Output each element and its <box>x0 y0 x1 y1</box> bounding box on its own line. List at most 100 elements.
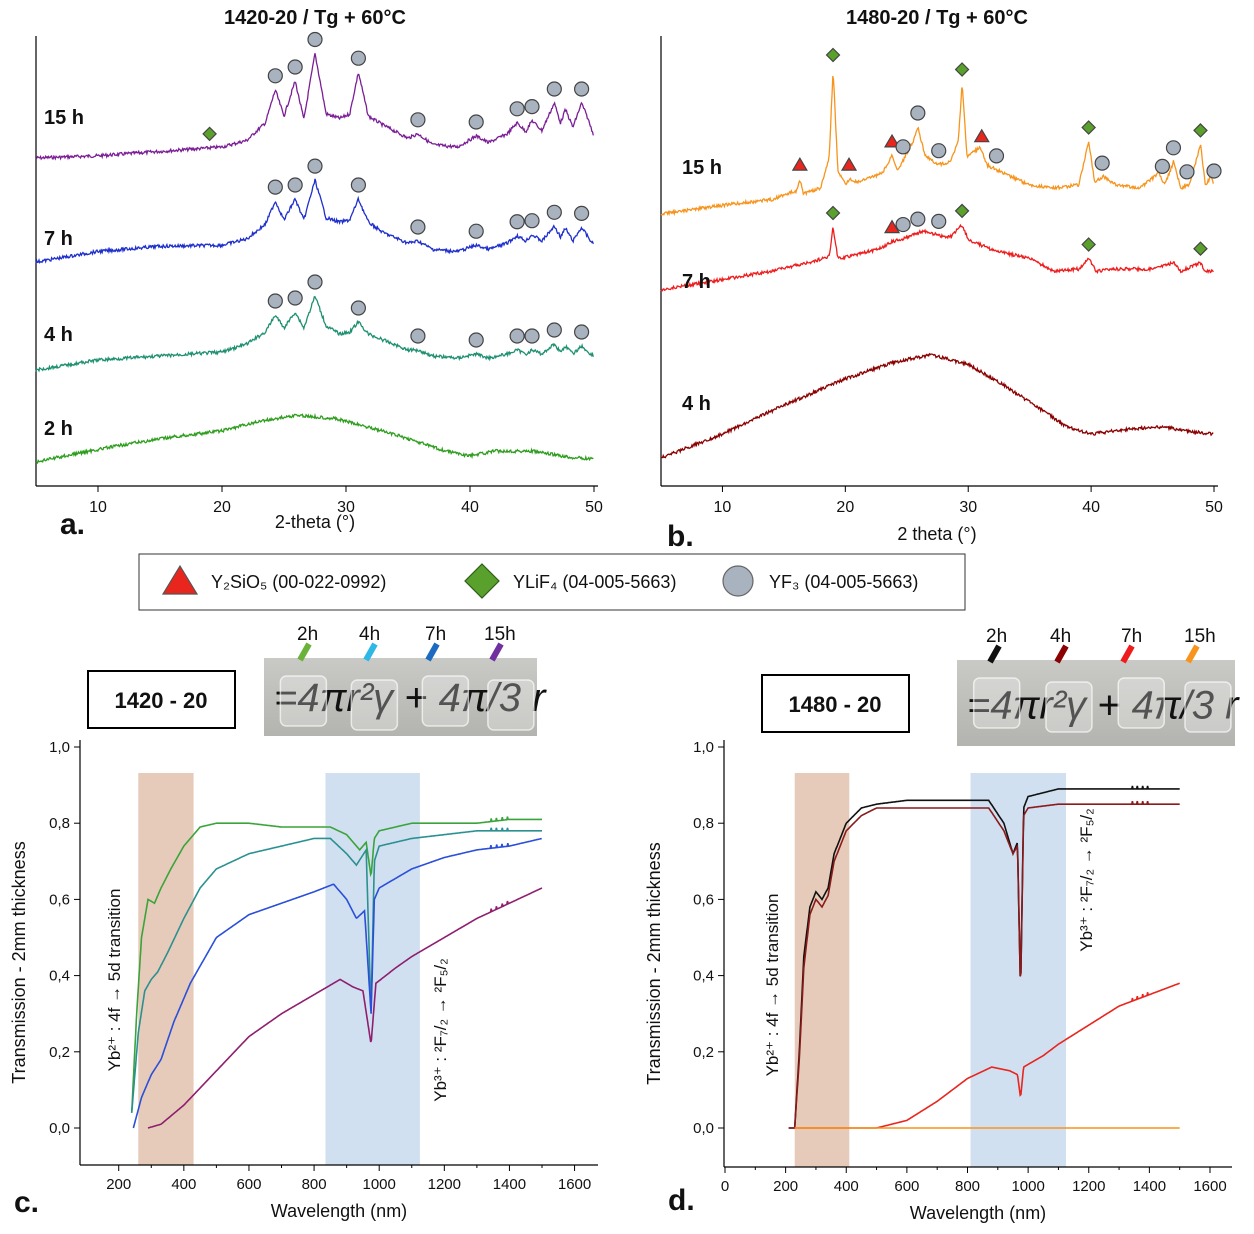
yf3-marker <box>910 211 926 227</box>
x-tick-label: 1200 <box>428 1176 461 1193</box>
glass-piece <box>1184 681 1232 733</box>
x-tick-label: 1600 <box>558 1176 591 1193</box>
yf3-marker <box>546 81 562 97</box>
yf3-marker <box>287 177 303 193</box>
y2sio5-marker <box>883 219 901 234</box>
x-tick-label: 600 <box>894 1178 919 1195</box>
y-tick-label: 0,2 <box>49 1044 70 1061</box>
yf3-marker <box>468 114 484 130</box>
sample-label-2h: 2h <box>986 626 1007 647</box>
x-tick-label: 50 <box>1205 499 1223 516</box>
yliF4-marker <box>825 205 841 221</box>
x-tick-label: 10 <box>89 499 107 516</box>
band-uv <box>138 773 194 1165</box>
panel-b-series: 15 h 7 h 4 h <box>660 75 1214 459</box>
panel-c-label: c. <box>14 1186 39 1219</box>
transmission-series-4h <box>130 827 542 1113</box>
x-tick-label: 1000 <box>1011 1178 1044 1195</box>
photo-equation: =4πr²γ + 4π/3 r <box>274 676 547 720</box>
x-tick-label: 200 <box>106 1176 131 1193</box>
x-tick-label: 1600 <box>1193 1178 1226 1195</box>
x-tick-label: 40 <box>1082 499 1100 516</box>
xrd-series-15h <box>35 53 594 161</box>
panel-a-series: 15 h 7 h 4 h 2 h <box>35 53 594 465</box>
x-tick-label: 400 <box>834 1178 859 1195</box>
yf3-marker <box>267 68 283 84</box>
yf3-marker <box>307 274 323 290</box>
yf3-marker <box>573 205 590 221</box>
yf3-marker <box>524 328 540 344</box>
panel-b-x-ticks: 10 20 30 40 50 <box>714 486 1223 516</box>
yf3-marker <box>895 139 911 155</box>
yf3-marker <box>468 332 484 348</box>
y-tick-label: 0,8 <box>49 815 70 832</box>
x-tick-label: 20 <box>836 499 854 516</box>
yliF4-marker <box>1081 237 1097 252</box>
y-tick-label: 0,6 <box>49 891 70 908</box>
transmission-series-2h <box>130 816 542 1113</box>
yf3-marker <box>573 81 590 97</box>
x-tick-label: 200 <box>773 1178 798 1195</box>
transmission-series-2h <box>788 785 1180 1129</box>
panel-a: 1420-20 / Tg + 60°C 10 20 30 40 50 15 h 7 h 4 … <box>35 7 603 541</box>
yf3-marker <box>546 204 562 220</box>
y-axis-label: Transmission - 2mm thickness <box>9 841 29 1083</box>
panel-d-sample-label: 1480 - 20 <box>789 692 882 717</box>
sample-arrow-4h <box>1054 644 1069 664</box>
x-tick-label: 1200 <box>1072 1178 1105 1195</box>
y2sio5-marker <box>973 128 990 143</box>
sample-arrow-7h <box>425 642 440 662</box>
series-label-15h: 15 h <box>682 157 722 179</box>
sample-label-15h: 15h <box>484 624 516 645</box>
y2sio5-marker <box>883 133 901 148</box>
xrd-series-2h <box>35 412 594 465</box>
yf3-marker <box>509 214 525 230</box>
legend-circle <box>722 565 754 597</box>
band-label-uv: Yb²⁺ : 4f → 5d transition <box>763 894 782 1077</box>
legend-text-YF3: YF₃ (04-005-5663) <box>769 572 918 592</box>
y-tick-label: 0,4 <box>693 968 714 985</box>
x-tick-label: 600 <box>236 1176 261 1193</box>
yf3-marker <box>895 216 911 233</box>
yf3-marker <box>988 148 1005 164</box>
sample-arrow-2h <box>987 644 1002 664</box>
sample-label-7h: 7h <box>425 624 446 645</box>
x-tick-label: 800 <box>302 1176 327 1193</box>
legend-text-Y2SiO5: Y₂SiO₅ (00-022-0992) <box>211 572 386 592</box>
x-tick-label: 40 <box>461 499 479 516</box>
panel-c: =4πr²γ + 4π/3 r2h 4h 7h 15h 1420 - 20 0,00,… <box>9 624 598 1221</box>
x-tick-label: 1000 <box>363 1176 396 1193</box>
yf3-marker <box>910 105 926 121</box>
series-label-2h: 2 h <box>44 418 73 440</box>
yf3-marker <box>468 223 484 239</box>
y2sio5-marker <box>791 157 808 171</box>
panel-a-label: a. <box>60 508 85 541</box>
panel-b-label: b. <box>667 520 694 553</box>
panel-a-phase-markers <box>202 31 590 348</box>
sample-label-2h: 2h <box>297 624 318 645</box>
transmission-series-4h <box>788 800 1180 1129</box>
glass-piece <box>279 675 328 727</box>
y-tick-label: 1,0 <box>693 739 714 756</box>
xrd-series-7h <box>660 223 1214 292</box>
yf3-marker <box>1206 163 1222 179</box>
glass-piece <box>1117 677 1165 729</box>
panel-c-plot: 0,0 0,2 0,4 0,6 0,8 1,0 200 400 600 800 1000 1200 14… <box>9 739 598 1221</box>
yf3-marker <box>267 179 283 195</box>
legend-text-YLiF4: YLiF₄ (04-005-5663) <box>513 572 676 592</box>
yf3-marker <box>524 98 540 115</box>
yliF4-marker <box>825 47 841 63</box>
sample-arrow-15h <box>489 642 504 662</box>
yf3-marker <box>287 59 303 75</box>
yf3-marker <box>410 112 426 128</box>
panel-c-sample-photo: =4πr²γ + 4π/3 r 2h 4h 7h 15h <box>264 624 547 736</box>
sample-label-15h: 15h <box>1184 626 1216 647</box>
yf3-marker <box>267 293 283 309</box>
x-tick-label: 400 <box>171 1176 196 1193</box>
panel-d-label: d. <box>668 1184 695 1217</box>
yf3-marker <box>410 219 426 235</box>
panel-d: =4πr²γ + 4π/3 r2h 4h 7h 15h 1480 - 20 0,00,… <box>644 626 1240 1223</box>
panel-d-plot: 0,0 0,2 0,4 0,6 0,8 1,0 0 200 400 600 800 1000 1200 1… <box>644 739 1232 1223</box>
yf3-marker <box>931 143 947 159</box>
band-label-uv: Yb²⁺ : 4f → 5d transition <box>105 889 124 1072</box>
